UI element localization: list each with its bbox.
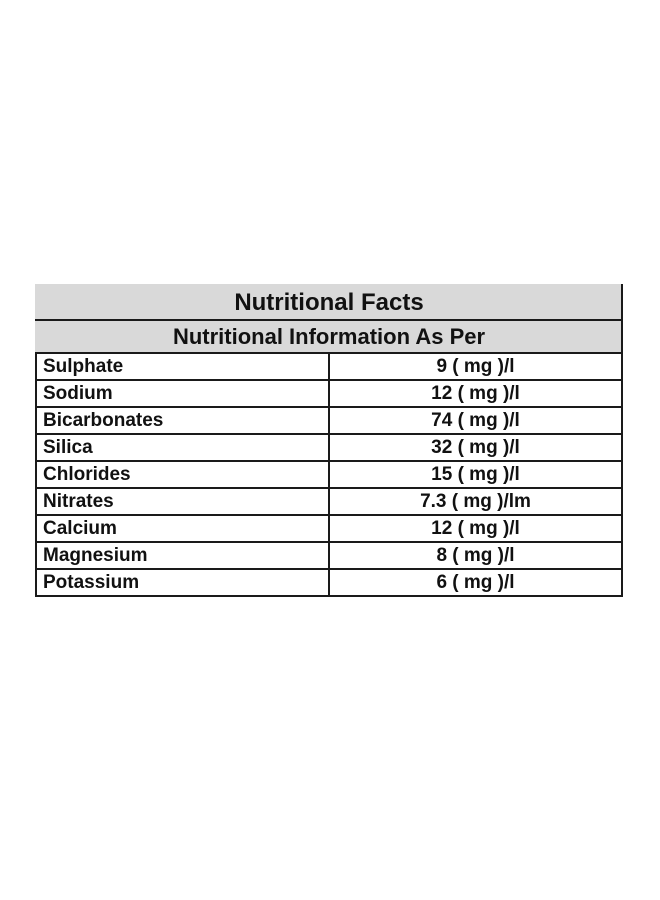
- table-row: Silica 32 ( mg )/l: [35, 433, 623, 462]
- nutrient-value: 8 ( mg )/l: [328, 541, 623, 570]
- table-row: Magnesium 8 ( mg )/l: [35, 541, 623, 570]
- table-row: Potassium 6 ( mg )/l: [35, 568, 623, 597]
- table-subtitle: Nutritional Information As Per: [35, 319, 623, 354]
- nutrient-name: Sodium: [35, 379, 330, 408]
- table-row: Sulphate 9 ( mg )/l: [35, 352, 623, 381]
- nutrient-value: 74 ( mg )/l: [328, 406, 623, 435]
- title-row: Nutritional Facts: [35, 284, 623, 321]
- table-row: Calcium 12 ( mg )/l: [35, 514, 623, 543]
- nutrient-value: 6 ( mg )/l: [328, 568, 623, 597]
- table-row: Nitrates 7.3 ( mg )/lm: [35, 487, 623, 516]
- table-row: Chlorides 15 ( mg )/l: [35, 460, 623, 489]
- table-title: Nutritional Facts: [35, 284, 623, 321]
- nutrient-name: Sulphate: [35, 352, 330, 381]
- subtitle-row: Nutritional Information As Per: [35, 319, 623, 354]
- table-row: Bicarbonates 74 ( mg )/l: [35, 406, 623, 435]
- nutrient-name: Chlorides: [35, 460, 330, 489]
- nutrient-name: Nitrates: [35, 487, 330, 516]
- nutrient-name: Magnesium: [35, 541, 330, 570]
- nutrient-name: Bicarbonates: [35, 406, 330, 435]
- nutrient-value: 9 ( mg )/l: [328, 352, 623, 381]
- nutrient-value: 12 ( mg )/l: [328, 379, 623, 408]
- nutrition-facts-table: Nutritional Facts Nutritional Informatio…: [35, 284, 623, 597]
- nutrient-value: 15 ( mg )/l: [328, 460, 623, 489]
- nutrient-name: Silica: [35, 433, 330, 462]
- nutrient-name: Calcium: [35, 514, 330, 543]
- table-row: Sodium 12 ( mg )/l: [35, 379, 623, 408]
- nutrient-value: 32 ( mg )/l: [328, 433, 623, 462]
- nutrient-value: 7.3 ( mg )/lm: [328, 487, 623, 516]
- nutrient-value: 12 ( mg )/l: [328, 514, 623, 543]
- nutrient-name: Potassium: [35, 568, 330, 597]
